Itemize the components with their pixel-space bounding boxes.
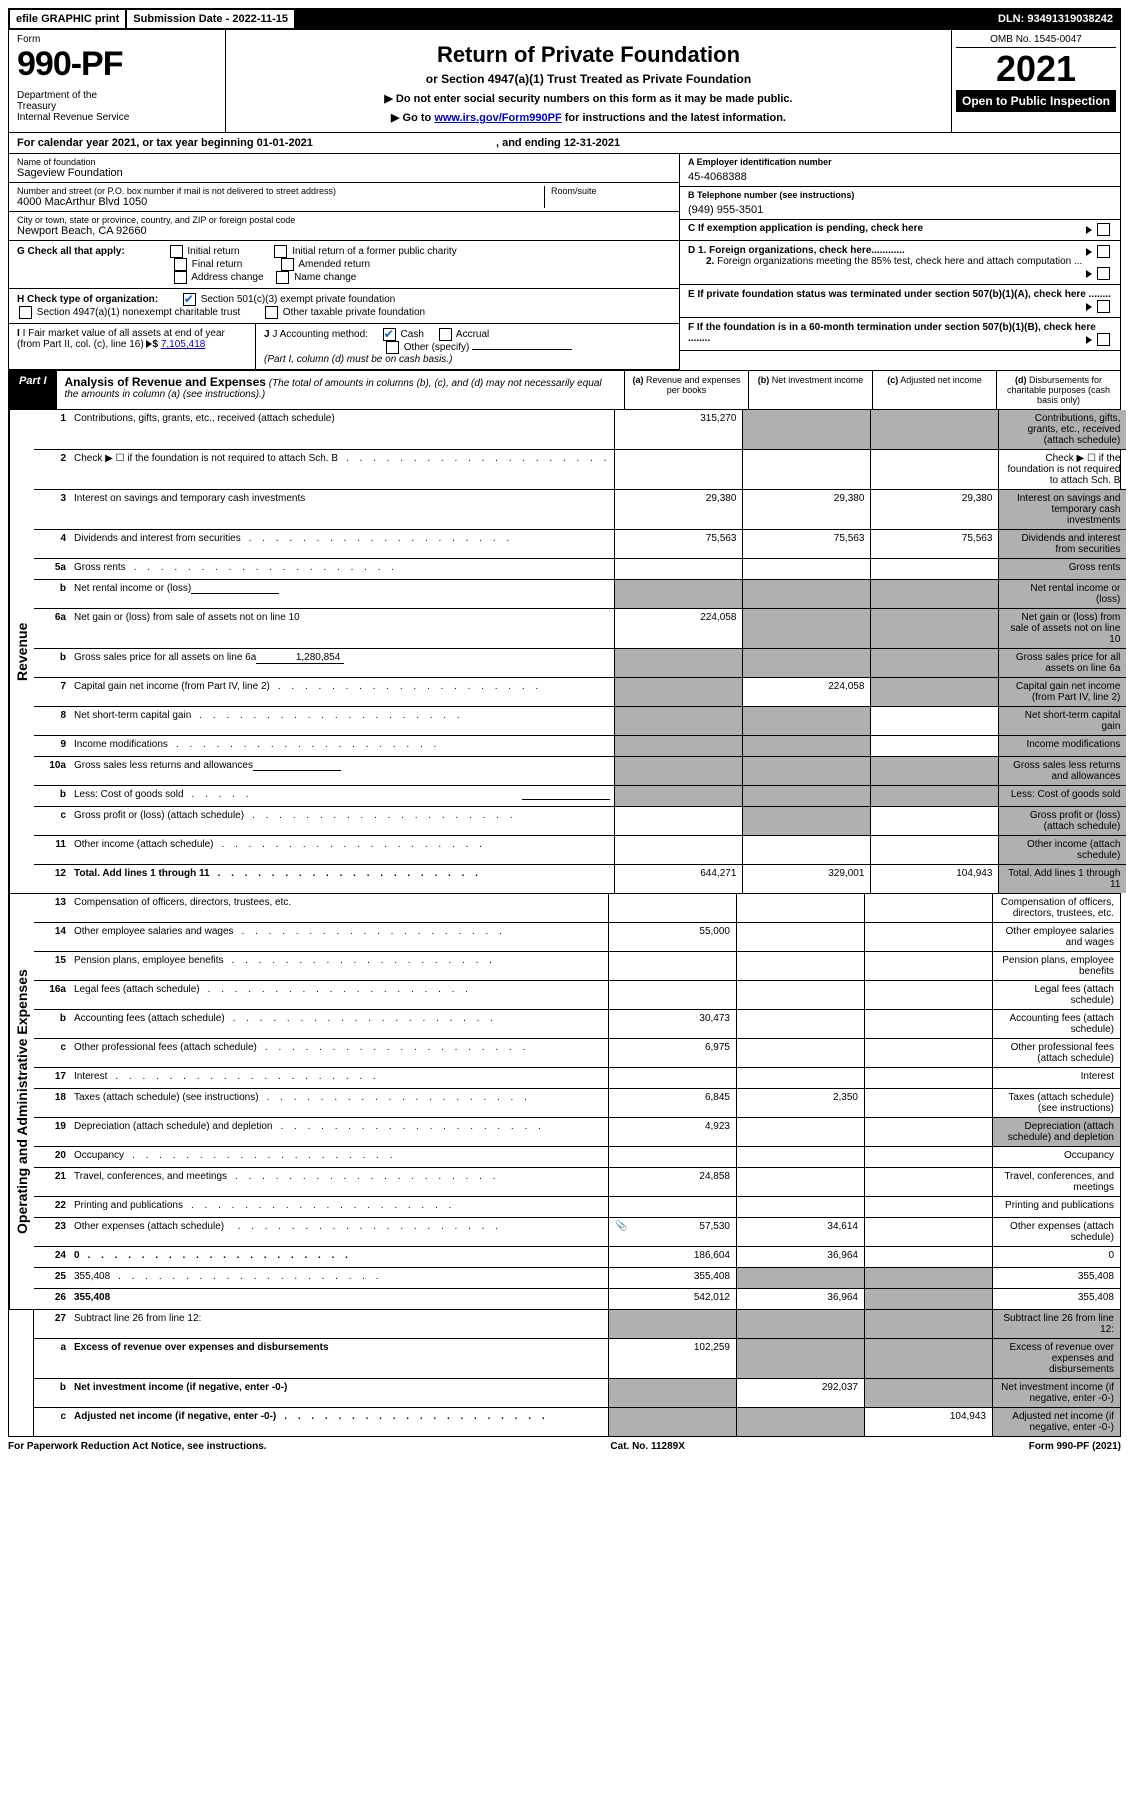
i-cell: I I Fair market value of all assets at e… bbox=[9, 324, 256, 369]
table-row: bGross sales price for all assets on lin… bbox=[34, 649, 1126, 678]
ij-row: I I Fair market value of all assets at e… bbox=[9, 324, 679, 370]
part1-tab: Part I bbox=[9, 371, 57, 409]
table-row: 25355,408. . . . . . . . . . . . . . . .… bbox=[34, 1268, 1120, 1289]
table-row: 23Other expenses (attach schedule) . . .… bbox=[34, 1218, 1120, 1247]
j-cash-checkbox[interactable] bbox=[383, 328, 396, 341]
part1-title: Analysis of Revenue and Expenses (The to… bbox=[57, 371, 624, 409]
ghij-right: D 1. Foreign organizations, check here..… bbox=[679, 241, 1120, 370]
final-table: 27Subtract line 26 from line 12:Subtract… bbox=[8, 1310, 1121, 1437]
h-501c3-checkbox[interactable] bbox=[183, 293, 196, 306]
goto-note: ▶ Go to www.irs.gov/Form990PF for instru… bbox=[234, 111, 943, 124]
table-row: 15Pension plans, employee benefits. . . … bbox=[34, 952, 1120, 981]
table-row: 3Interest on savings and temporary cash … bbox=[34, 490, 1126, 530]
table-row: 11Other income (attach schedule). . . . … bbox=[34, 836, 1126, 865]
header-right: OMB No. 1545-0047 2021 Open to Public In… bbox=[952, 30, 1120, 132]
h-row: H Check type of organization: Section 50… bbox=[9, 289, 679, 324]
expenses-table: Operating and Administrative Expenses 13… bbox=[8, 894, 1121, 1310]
calendar-year-row: For calendar year 2021, or tax year begi… bbox=[8, 133, 1121, 154]
page-footer: For Paperwork Reduction Act Notice, see … bbox=[8, 1437, 1121, 1456]
city-row: City or town, state or province, country… bbox=[9, 212, 679, 240]
d-row: D 1. Foreign organizations, check here..… bbox=[680, 241, 1120, 285]
part1-header: Part I Analysis of Revenue and Expenses … bbox=[8, 370, 1121, 410]
c-checkbox[interactable] bbox=[1097, 223, 1110, 236]
header-center: Return of Private Foundation or Section … bbox=[226, 30, 952, 132]
section-ghij: G Check all that apply: Initial return I… bbox=[8, 241, 1121, 370]
footer-left: For Paperwork Reduction Act Notice, see … bbox=[8, 1441, 267, 1452]
table-row: 9Income modifications. . . . . . . . . .… bbox=[34, 736, 1126, 757]
table-row: 12Total. Add lines 1 through 11. . . . .… bbox=[34, 865, 1126, 893]
dept-treasury: Department of theTreasuryInternal Revenu… bbox=[17, 90, 217, 123]
exemption-pending: C If exemption application is pending, c… bbox=[680, 220, 1120, 239]
footer-center: Cat. No. 11289X bbox=[610, 1441, 684, 1452]
info-right: A Employer identification number 45-4068… bbox=[679, 154, 1120, 240]
table-row: 10aGross sales less returns and allowanc… bbox=[34, 757, 1126, 786]
table-row: 240. . . . . . . . . . . . . . . . . . .… bbox=[34, 1247, 1120, 1268]
footer-right: Form 990-PF (2021) bbox=[1029, 1441, 1121, 1452]
info-left: Name of foundation Sageview Foundation N… bbox=[9, 154, 679, 240]
ssn-note: ▶ Do not enter social security numbers o… bbox=[234, 92, 943, 105]
table-row: bAccounting fees (attach schedule). . . … bbox=[34, 1010, 1120, 1039]
expense-rows: 13Compensation of officers, directors, t… bbox=[34, 894, 1120, 1309]
revenue-label: Revenue bbox=[9, 410, 34, 893]
table-row: 2Check ▶ ☐ if the foundation is not requ… bbox=[34, 450, 1126, 490]
table-row: 16aLegal fees (attach schedule). . . . .… bbox=[34, 981, 1120, 1010]
form-subtitle: or Section 4947(a)(1) Trust Treated as P… bbox=[234, 72, 943, 86]
form-label: Form bbox=[17, 34, 217, 45]
f-row: F If the foundation is in a 60-month ter… bbox=[680, 318, 1120, 351]
col-c-header: (c) Adjusted net income bbox=[872, 371, 996, 409]
dln: DLN: 93491319038242 bbox=[992, 10, 1119, 28]
table-row: 8Net short-term capital gain. . . . . . … bbox=[34, 707, 1126, 736]
table-row: 7Capital gain net income (from Part IV, … bbox=[34, 678, 1126, 707]
header-left: Form 990-PF Department of theTreasuryInt… bbox=[9, 30, 226, 132]
table-row: 4Dividends and interest from securities.… bbox=[34, 530, 1126, 559]
table-row: 27Subtract line 26 from line 12:Subtract… bbox=[34, 1310, 1120, 1339]
table-row: 1Contributions, gifts, grants, etc., rec… bbox=[34, 410, 1126, 450]
table-row: cGross profit or (loss) (attach schedule… bbox=[34, 807, 1126, 836]
foundation-name: Name of foundation Sageview Foundation bbox=[9, 154, 679, 183]
table-row: bNet rental income or (loss)Net rental i… bbox=[34, 580, 1126, 609]
table-row: 13Compensation of officers, directors, t… bbox=[34, 894, 1120, 923]
table-row: 17Interest. . . . . . . . . . . . . . . … bbox=[34, 1068, 1120, 1089]
table-row: cAdjusted net income (if negative, enter… bbox=[34, 1408, 1120, 1436]
phone-cell: B Telephone number (see instructions) (9… bbox=[680, 187, 1120, 220]
address-row: Number and street (or P.O. box number if… bbox=[9, 183, 679, 212]
table-row: 18Taxes (attach schedule) (see instructi… bbox=[34, 1089, 1120, 1118]
submission-date: Submission Date - 2022-11-15 bbox=[127, 10, 294, 28]
efile-label: efile GRAPHIC print bbox=[10, 10, 125, 28]
table-row: 26355,408542,01236,964355,408 bbox=[34, 1289, 1120, 1309]
col-b-header: (b) Net investment income bbox=[748, 371, 872, 409]
info-grid: Name of foundation Sageview Foundation N… bbox=[8, 154, 1121, 241]
open-inspection: Open to Public Inspection bbox=[956, 90, 1116, 112]
j-cell: J J Accounting method: Cash Accrual Othe… bbox=[256, 324, 679, 369]
form-number: 990-PF bbox=[17, 45, 217, 84]
table-row: 6aNet gain or (loss) from sale of assets… bbox=[34, 609, 1126, 649]
table-row: 20Occupancy. . . . . . . . . . . . . . .… bbox=[34, 1147, 1120, 1168]
table-row: bLess: Cost of goods sold. . . . .Less: … bbox=[34, 786, 1126, 807]
expenses-label: Operating and Administrative Expenses bbox=[9, 894, 34, 1309]
col-d-header: (d) Disbursements for charitable purpose… bbox=[996, 371, 1120, 409]
top-bar: efile GRAPHIC print Submission Date - 20… bbox=[8, 8, 1121, 30]
ghij-left: G Check all that apply: Initial return I… bbox=[9, 241, 679, 370]
e-row: E If private foundation status was termi… bbox=[680, 285, 1120, 318]
table-row: 14Other employee salaries and wages. . .… bbox=[34, 923, 1120, 952]
table-row: bNet investment income (if negative, ent… bbox=[34, 1379, 1120, 1408]
table-row: 21Travel, conferences, and meetings. . .… bbox=[34, 1168, 1120, 1197]
revenue-rows: 1Contributions, gifts, grants, etc., rec… bbox=[34, 410, 1126, 893]
omb-number: OMB No. 1545-0047 bbox=[956, 34, 1116, 48]
irs-link[interactable]: www.irs.gov/Form990PF bbox=[434, 112, 561, 124]
final-rows: 27Subtract line 26 from line 12:Subtract… bbox=[34, 1310, 1120, 1436]
tax-year: 2021 bbox=[956, 48, 1116, 90]
table-row: cOther professional fees (attach schedul… bbox=[34, 1039, 1120, 1068]
table-row: 5aGross rents. . . . . . . . . . . . . .… bbox=[34, 559, 1126, 580]
form-title: Return of Private Foundation bbox=[234, 42, 943, 68]
ein-cell: A Employer identification number 45-4068… bbox=[680, 154, 1120, 187]
form-header: Form 990-PF Department of theTreasuryInt… bbox=[8, 30, 1121, 133]
table-row: 19Depreciation (attach schedule) and dep… bbox=[34, 1118, 1120, 1147]
revenue-table: Revenue 1Contributions, gifts, grants, e… bbox=[8, 410, 1121, 894]
table-row: aExcess of revenue over expenses and dis… bbox=[34, 1339, 1120, 1379]
col-a-header: (a) Revenue and expenses per books bbox=[624, 371, 748, 409]
table-row: 22Printing and publications. . . . . . .… bbox=[34, 1197, 1120, 1218]
g-row: G Check all that apply: Initial return I… bbox=[9, 241, 679, 289]
